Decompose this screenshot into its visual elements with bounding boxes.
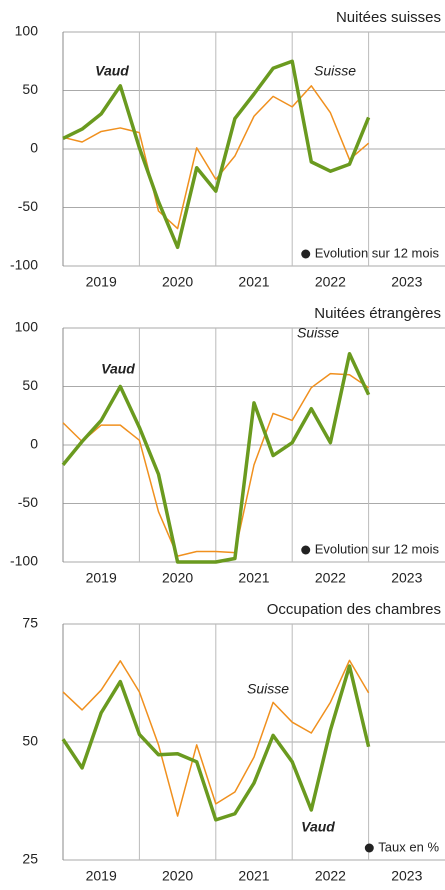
line-series [62,59,371,250]
series-label: Vaud [301,819,335,835]
note-bullet [364,843,374,853]
series-label: Suisse [314,63,356,79]
x-tick-label: 2023 [391,570,422,586]
x-tick-label: 2023 [391,868,422,884]
series-label: Suisse [247,681,289,697]
x-tick-label: 2022 [315,274,346,290]
y-tick-label: -50 [18,198,38,214]
note: Evolution sur 12 mois [315,541,440,556]
line-series [62,659,370,817]
x-tick-label: 2022 [315,868,346,884]
x-tick-label: 2019 [86,570,117,586]
line-series [61,664,371,822]
note: Evolution sur 12 mois [315,245,440,260]
line-series [62,85,370,230]
line-series [62,372,370,557]
note-bullet [301,545,311,555]
y-tick-label: 50 [22,377,38,393]
y-tick-label: -100 [10,257,38,273]
line-series [61,351,371,564]
x-tick-label: 2020 [162,274,193,290]
x-tick-label: 2021 [238,868,269,884]
series-label: Vaud [101,361,135,377]
y-tick-label: 75 [22,615,38,631]
x-tick-label: 2020 [162,570,193,586]
series-label: Suisse [297,325,339,341]
y-tick-label: 25 [22,851,38,867]
y-tick-label: 0 [30,140,38,156]
x-tick-label: 2021 [238,570,269,586]
series-label: Vaud [95,63,129,79]
y-tick-label: 50 [22,733,38,749]
y-tick-label: -100 [10,553,38,569]
y-tick-label: 100 [15,319,39,335]
x-tick-label: 2021 [238,274,269,290]
note: Taux en % [378,839,439,854]
x-tick-label: 2019 [86,274,117,290]
y-tick-label: 0 [30,436,38,452]
chart-title: Nuitées étrangères [314,305,441,322]
x-tick-label: 2022 [315,570,346,586]
x-tick-label: 2019 [86,868,117,884]
y-tick-label: -50 [18,494,38,510]
note-bullet [301,249,311,259]
x-tick-label: 2020 [162,868,193,884]
chart-title: Nuitées suisses [336,9,441,26]
x-tick-label: 2023 [391,274,422,290]
y-tick-label: 100 [15,23,39,39]
y-tick-label: 50 [22,81,38,97]
chart-title: Occupation des chambres [267,601,441,618]
